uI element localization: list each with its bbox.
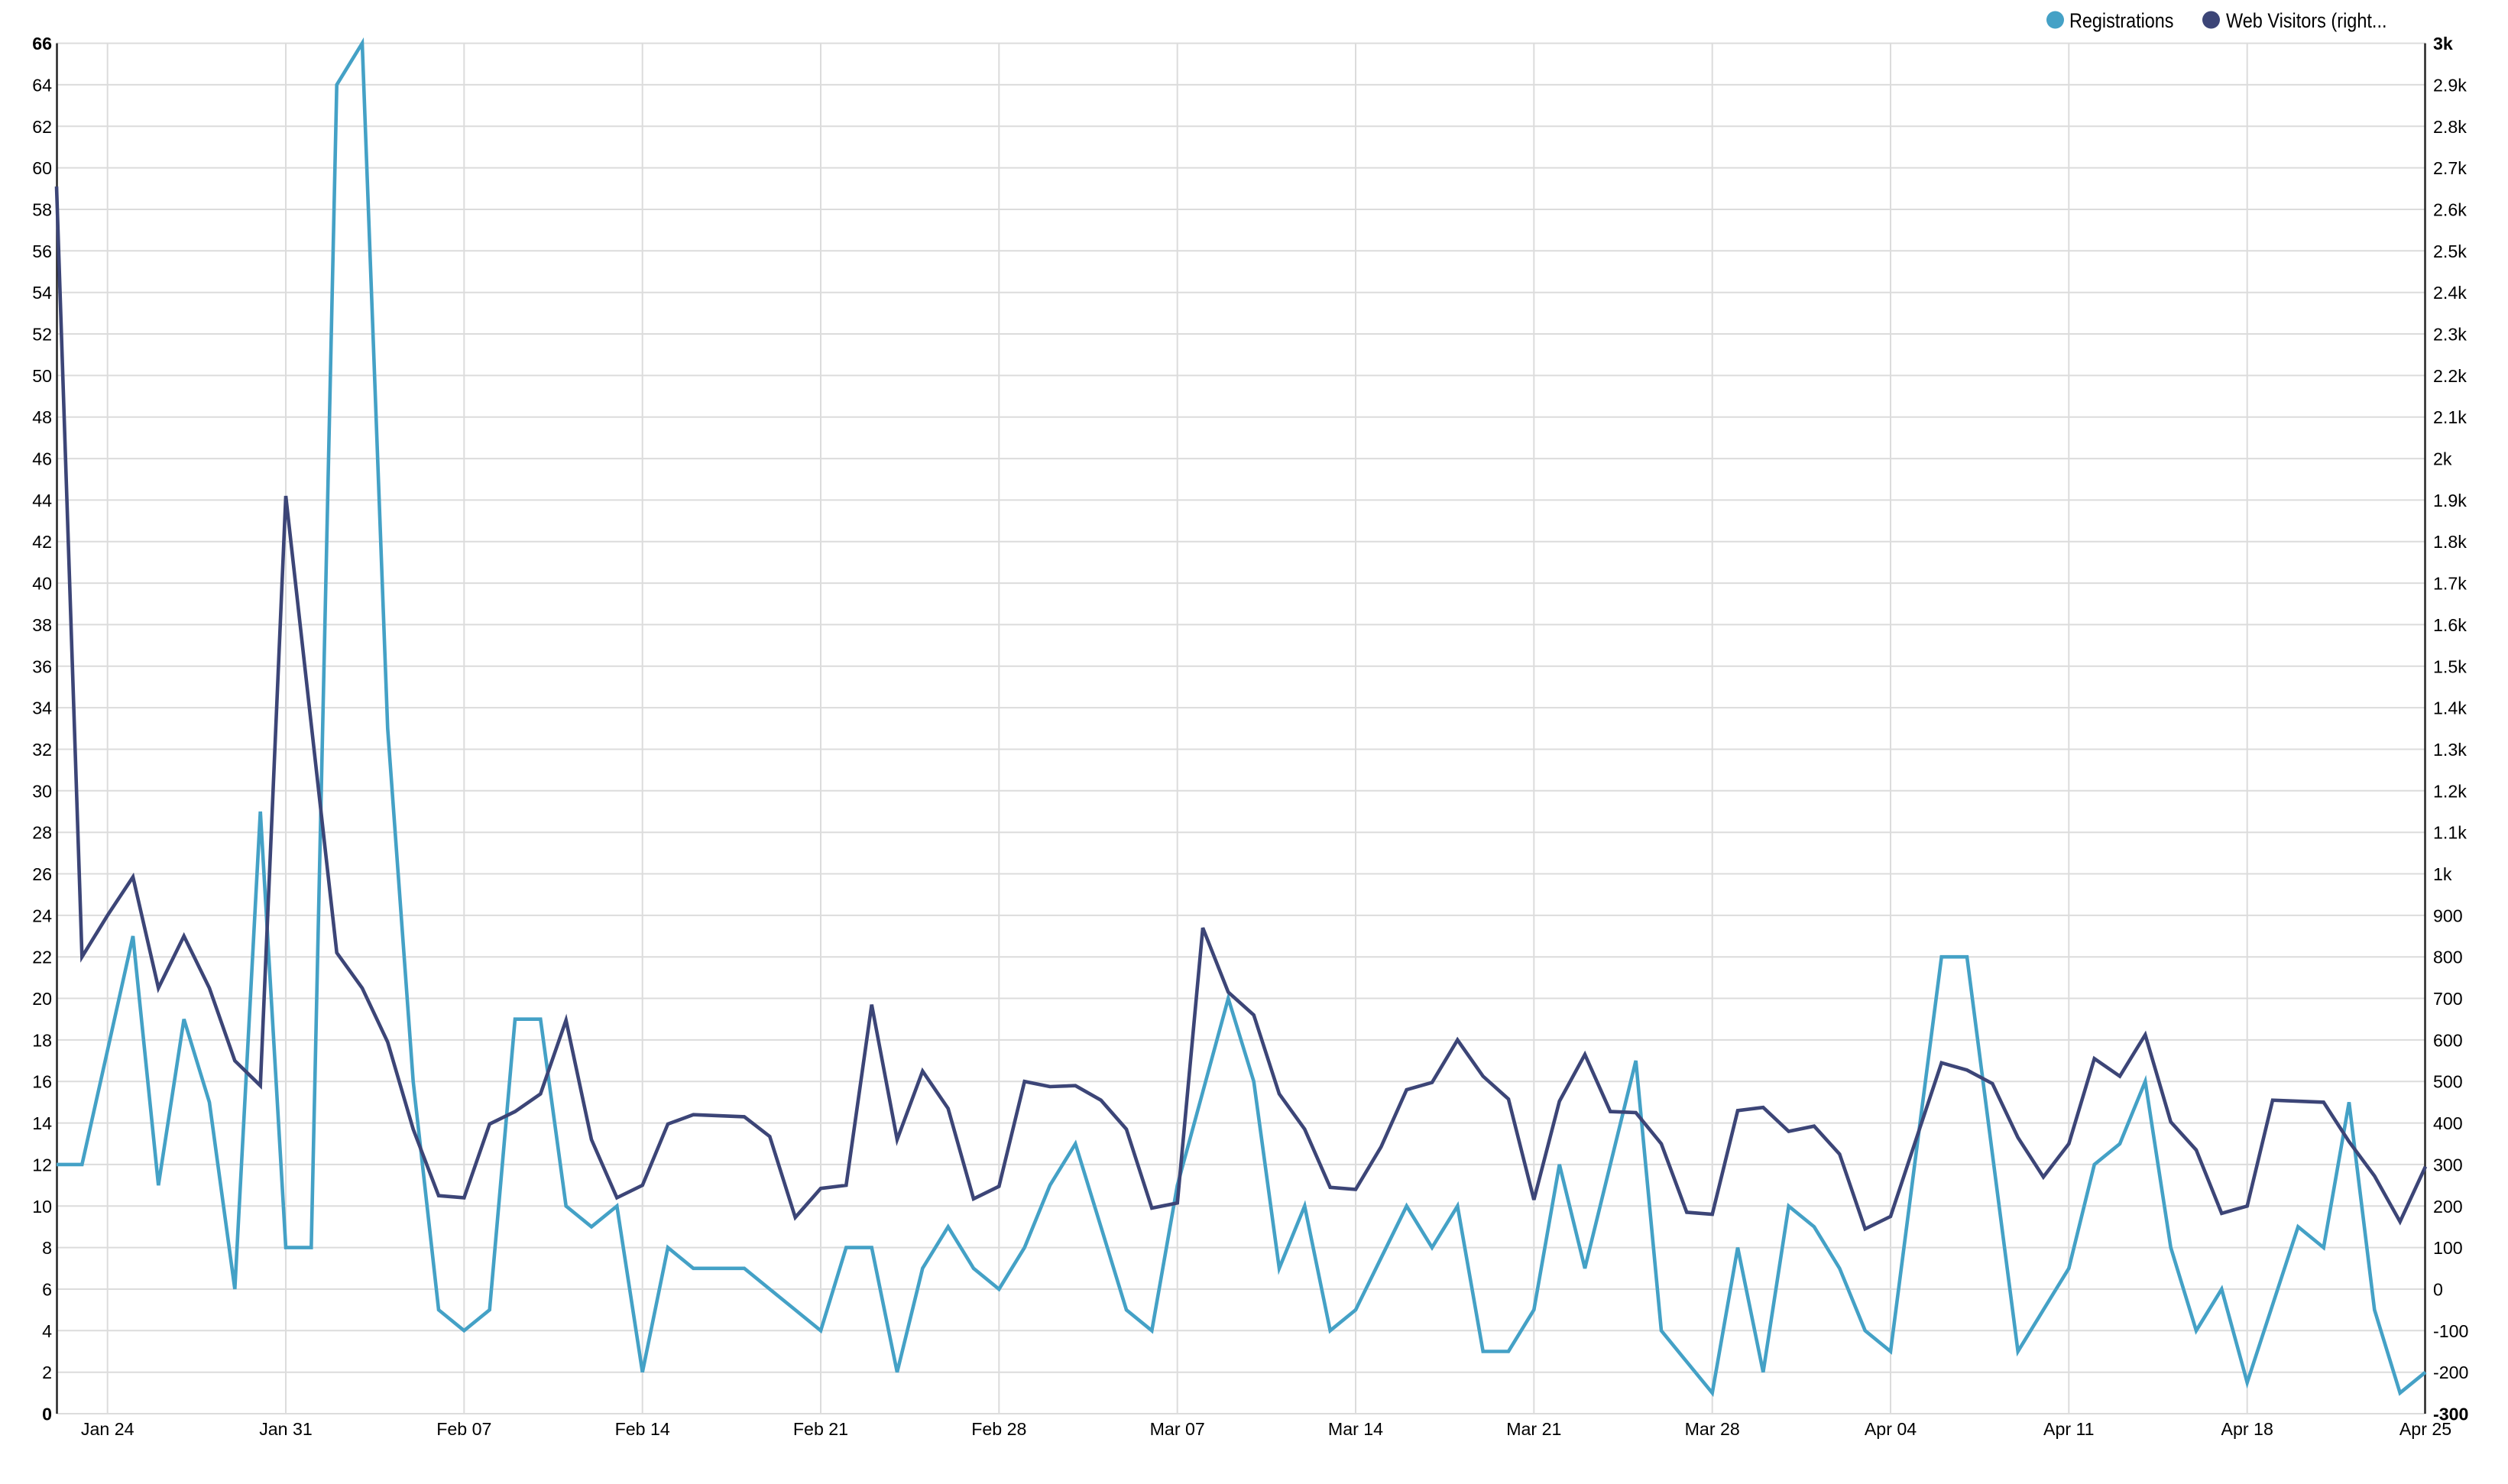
svg-text:1.1k: 1.1k: [2433, 823, 2467, 843]
svg-text:Mar 14: Mar 14: [1328, 1419, 1383, 1439]
svg-text:-100: -100: [2433, 1321, 2468, 1341]
svg-text:18: 18: [32, 1030, 52, 1050]
svg-text:1.4k: 1.4k: [2433, 698, 2467, 718]
svg-text:52: 52: [32, 325, 52, 345]
svg-text:2k: 2k: [2433, 449, 2452, 469]
svg-text:2.1k: 2.1k: [2433, 407, 2467, 427]
svg-text:1.5k: 1.5k: [2433, 656, 2467, 676]
svg-text:66: 66: [32, 34, 52, 53]
svg-text:3k: 3k: [2433, 34, 2453, 53]
svg-text:20: 20: [32, 989, 52, 1009]
svg-text:62: 62: [32, 117, 52, 137]
svg-text:14: 14: [32, 1113, 52, 1133]
svg-text:38: 38: [32, 615, 52, 635]
svg-text:Jan 31: Jan 31: [259, 1419, 313, 1439]
svg-text:4: 4: [42, 1321, 52, 1341]
svg-text:Feb 14: Feb 14: [615, 1419, 670, 1439]
svg-text:16: 16: [32, 1072, 52, 1092]
svg-text:Apr 04: Apr 04: [1865, 1419, 1917, 1439]
svg-text:32: 32: [32, 740, 52, 760]
svg-text:48: 48: [32, 407, 52, 427]
svg-text:26: 26: [32, 864, 52, 884]
svg-text:Apr 25: Apr 25: [2399, 1419, 2451, 1439]
svg-text:36: 36: [32, 656, 52, 676]
svg-text:8: 8: [42, 1238, 52, 1258]
svg-text:2: 2: [42, 1362, 52, 1382]
svg-text:600: 600: [2433, 1030, 2463, 1050]
svg-text:1k: 1k: [2433, 864, 2452, 884]
svg-text:Feb 28: Feb 28: [971, 1419, 1026, 1439]
svg-text:22: 22: [32, 948, 52, 967]
svg-text:1.6k: 1.6k: [2433, 615, 2467, 635]
svg-text:Apr 11: Apr 11: [2043, 1419, 2095, 1439]
svg-text:30: 30: [32, 781, 52, 801]
svg-text:44: 44: [32, 491, 52, 510]
svg-text:Apr 18: Apr 18: [2221, 1419, 2273, 1439]
svg-text:60: 60: [32, 158, 52, 178]
svg-text:34: 34: [32, 698, 52, 718]
svg-text:Jan 24: Jan 24: [81, 1419, 134, 1439]
svg-text:1.8k: 1.8k: [2433, 532, 2467, 552]
svg-text:10: 10: [32, 1197, 52, 1217]
svg-text:2.4k: 2.4k: [2433, 283, 2467, 303]
svg-text:300: 300: [2433, 1155, 2463, 1175]
svg-text:6: 6: [42, 1280, 52, 1300]
svg-text:24: 24: [32, 906, 52, 925]
svg-text:1.7k: 1.7k: [2433, 574, 2467, 594]
svg-text:2.5k: 2.5k: [2433, 241, 2467, 261]
svg-text:2.3k: 2.3k: [2433, 325, 2467, 345]
svg-text:50: 50: [32, 366, 52, 386]
svg-text:700: 700: [2433, 989, 2463, 1009]
svg-text:Web Visitors (right...: Web Visitors (right...: [2226, 9, 2387, 32]
svg-text:400: 400: [2433, 1113, 2463, 1133]
svg-text:Feb 07: Feb 07: [436, 1419, 491, 1439]
svg-text:64: 64: [32, 75, 52, 95]
svg-text:2.6k: 2.6k: [2433, 200, 2467, 220]
svg-text:1.9k: 1.9k: [2433, 491, 2467, 510]
svg-text:Mar 07: Mar 07: [1150, 1419, 1205, 1439]
svg-text:28: 28: [32, 823, 52, 843]
svg-text:12: 12: [32, 1155, 52, 1175]
svg-text:2.9k: 2.9k: [2433, 75, 2467, 95]
svg-text:-200: -200: [2433, 1362, 2468, 1382]
svg-text:40: 40: [32, 574, 52, 594]
svg-text:2.7k: 2.7k: [2433, 158, 2467, 178]
svg-text:54: 54: [32, 283, 52, 303]
svg-text:900: 900: [2433, 906, 2463, 925]
svg-text:56: 56: [32, 241, 52, 261]
svg-text:100: 100: [2433, 1238, 2463, 1258]
svg-text:800: 800: [2433, 948, 2463, 967]
svg-text:42: 42: [32, 532, 52, 552]
svg-text:58: 58: [32, 200, 52, 220]
svg-text:0: 0: [42, 1405, 52, 1424]
svg-text:Mar 28: Mar 28: [1685, 1419, 1740, 1439]
svg-text:46: 46: [32, 449, 52, 469]
svg-text:Feb 21: Feb 21: [793, 1419, 848, 1439]
svg-text:Registrations: Registrations: [2069, 9, 2174, 32]
svg-text:200: 200: [2433, 1197, 2463, 1217]
svg-text:2.2k: 2.2k: [2433, 366, 2467, 386]
svg-text:1.3k: 1.3k: [2433, 740, 2467, 760]
svg-text:1.2k: 1.2k: [2433, 781, 2467, 801]
svg-text:2.8k: 2.8k: [2433, 117, 2467, 137]
svg-text:500: 500: [2433, 1072, 2463, 1092]
svg-text:Mar 21: Mar 21: [1506, 1419, 1561, 1439]
svg-text:0: 0: [2433, 1280, 2443, 1300]
svg-text:-300: -300: [2433, 1405, 2468, 1424]
